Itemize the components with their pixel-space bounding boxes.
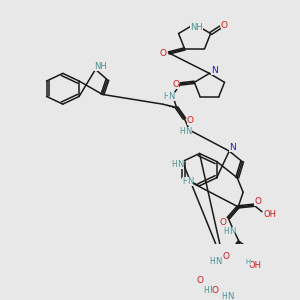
Text: H: H — [209, 256, 215, 266]
Text: NH: NH — [190, 23, 203, 32]
Text: O: O — [223, 252, 230, 261]
Text: NH: NH — [94, 62, 107, 71]
Text: OH: OH — [248, 261, 262, 270]
Text: N: N — [168, 92, 175, 101]
Text: H: H — [204, 286, 209, 296]
Text: N: N — [211, 67, 218, 76]
Text: N: N — [215, 256, 221, 266]
Text: N: N — [187, 177, 194, 186]
Text: N: N — [229, 143, 236, 152]
Text: N: N — [185, 127, 192, 136]
Text: H: H — [163, 92, 169, 101]
Text: O: O — [159, 49, 167, 58]
Text: H: H — [245, 259, 251, 265]
Text: H: H — [221, 292, 227, 300]
Text: H: H — [172, 160, 177, 169]
Text: O: O — [220, 218, 227, 227]
Text: H: H — [182, 177, 188, 186]
Text: N: N — [229, 226, 236, 236]
Text: N: N — [209, 286, 216, 296]
Text: O: O — [212, 286, 219, 295]
Text: H: H — [180, 127, 185, 136]
Text: H: H — [224, 226, 229, 236]
Text: O: O — [254, 197, 262, 206]
Text: OH: OH — [263, 210, 276, 219]
Text: N: N — [177, 160, 184, 169]
Text: N: N — [227, 292, 233, 300]
Text: O: O — [221, 21, 228, 30]
Text: O: O — [196, 276, 203, 285]
Text: O: O — [187, 116, 194, 125]
Text: O: O — [172, 80, 179, 89]
